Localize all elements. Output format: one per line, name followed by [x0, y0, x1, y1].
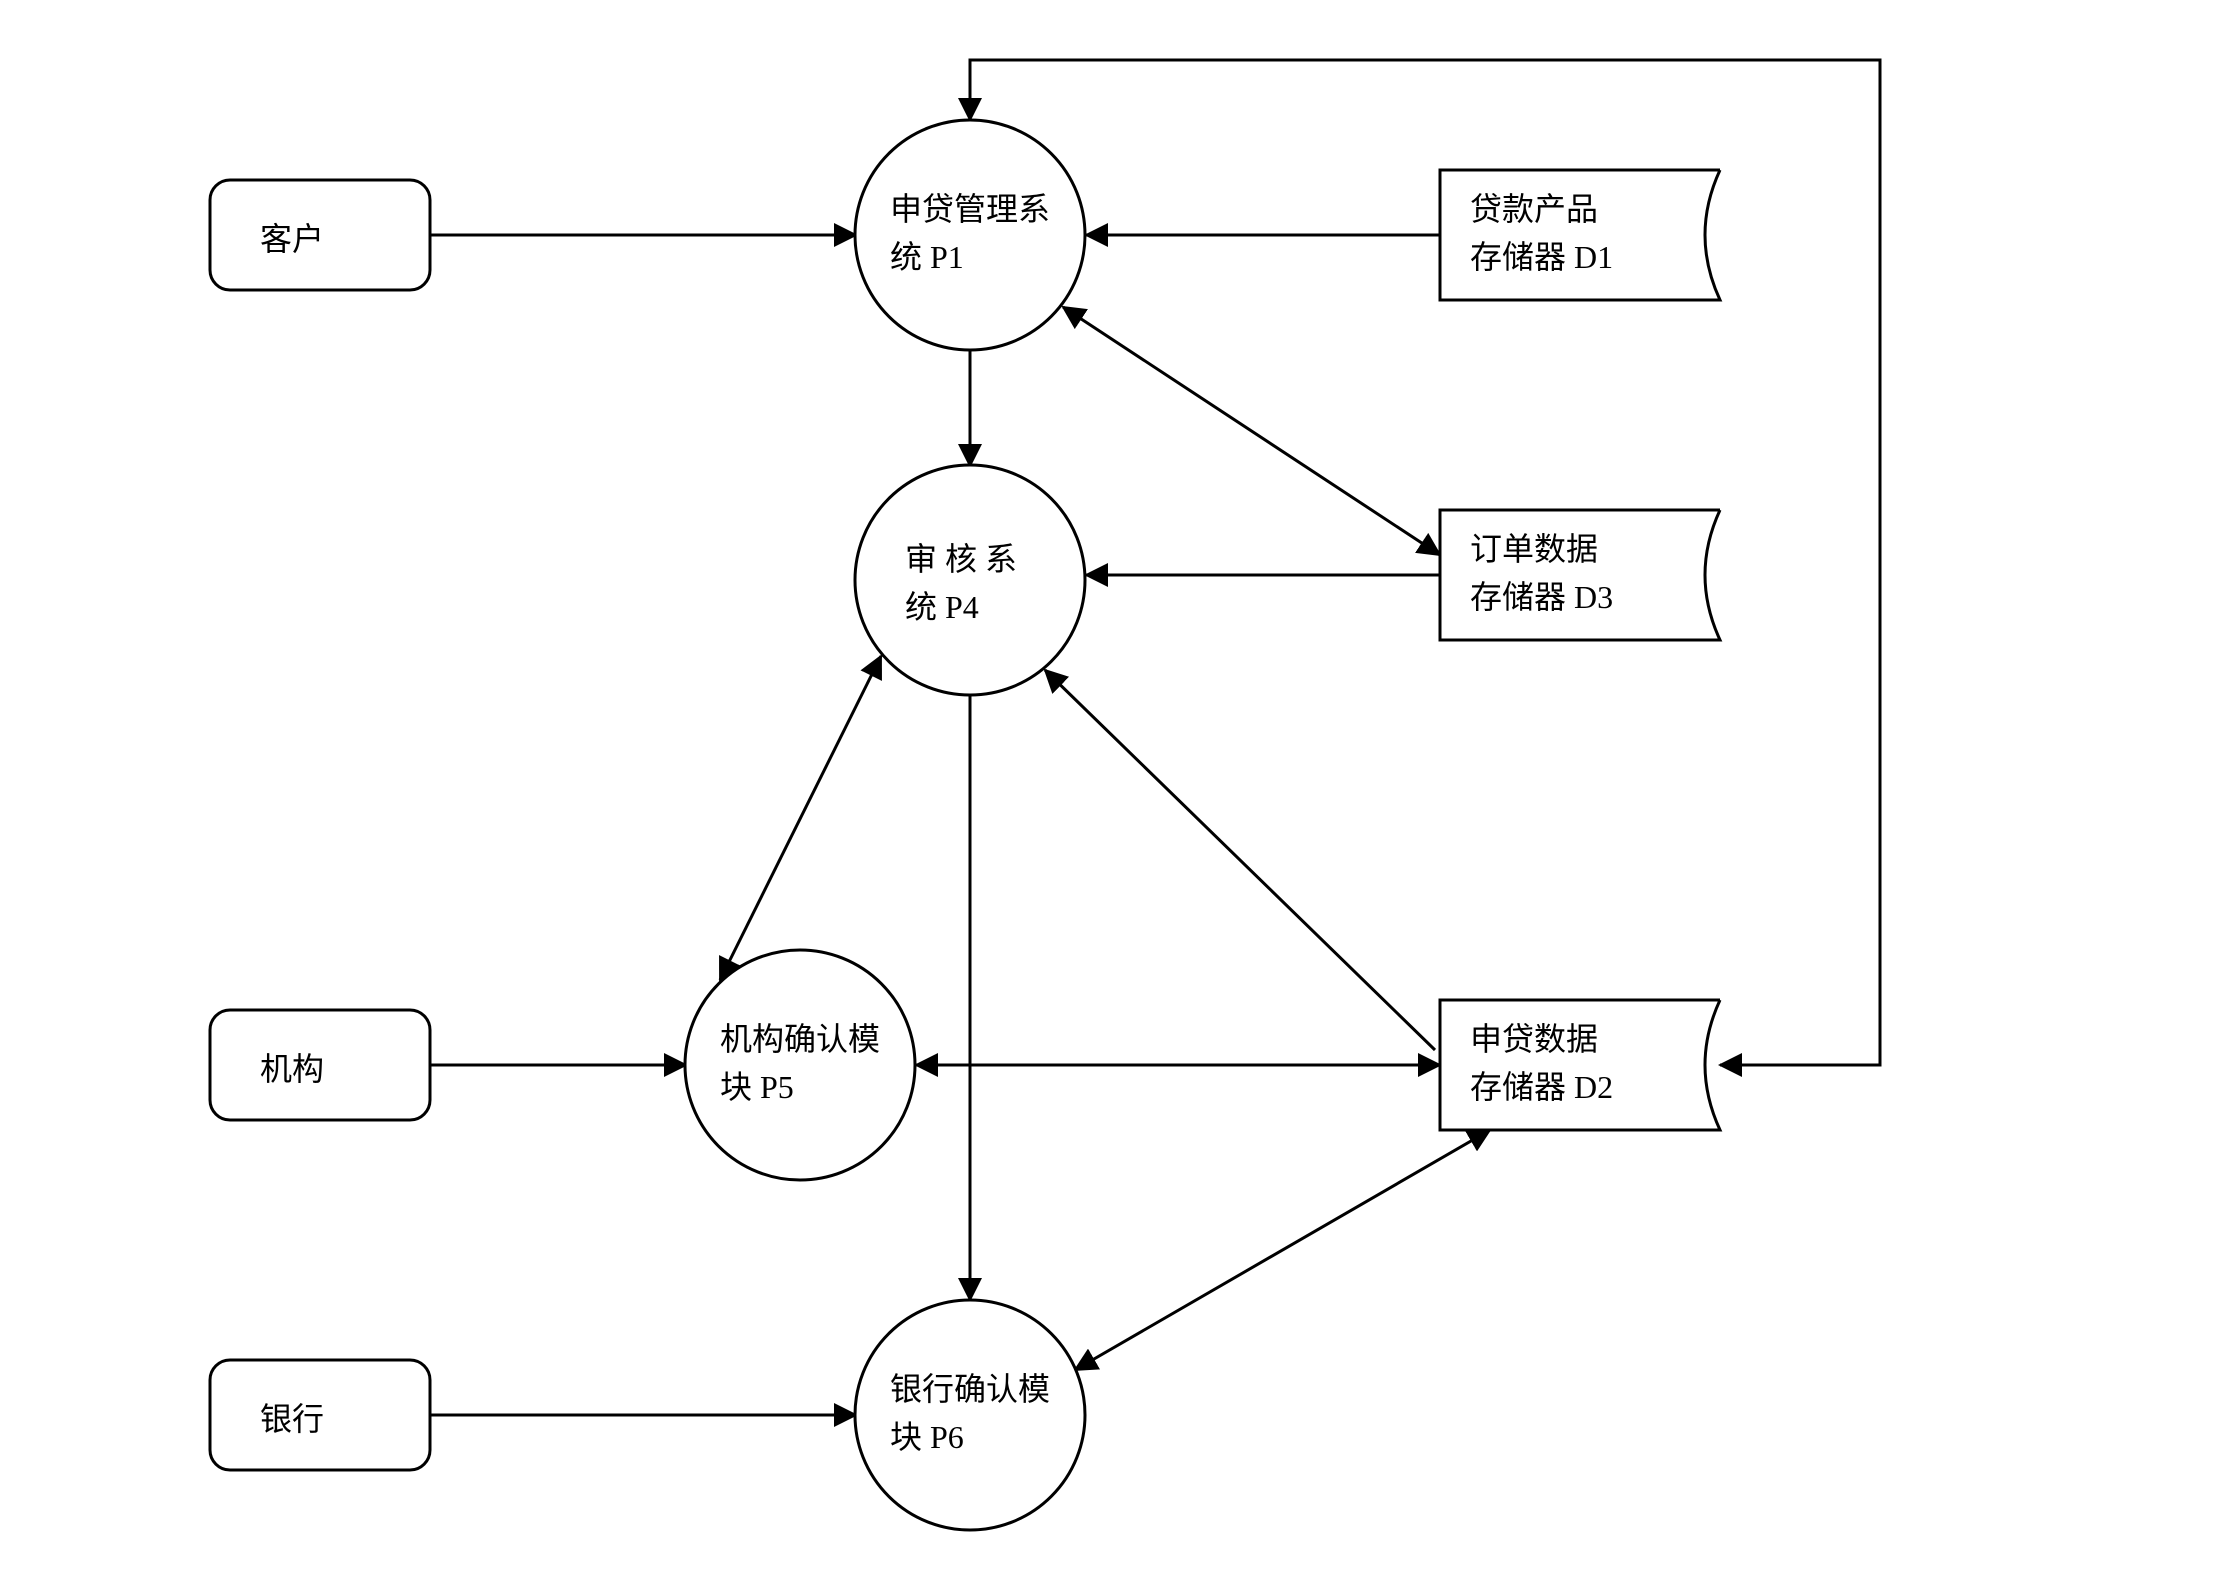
edge [1045, 670, 1435, 1050]
node-agency [210, 1010, 430, 1120]
node-d1 [1440, 170, 1720, 300]
node-d3 [1440, 510, 1720, 640]
edge [1063, 307, 1440, 555]
node-p6 [855, 1300, 1085, 1530]
diagram-canvas: 客户机构银行申贷管理系 统 P1审 核 系 统 P4机构确认模 块 P5银行确认… [0, 0, 2233, 1573]
node-p1 [855, 120, 1085, 350]
edge [720, 656, 881, 980]
node-d2 [1440, 1000, 1720, 1130]
node-p4 [855, 465, 1085, 695]
edge [970, 60, 1880, 1065]
node-bank [210, 1360, 430, 1470]
edge [1075, 1130, 1490, 1370]
diagram-svg [0, 0, 2233, 1573]
node-p5 [685, 950, 915, 1180]
node-customer [210, 180, 430, 290]
